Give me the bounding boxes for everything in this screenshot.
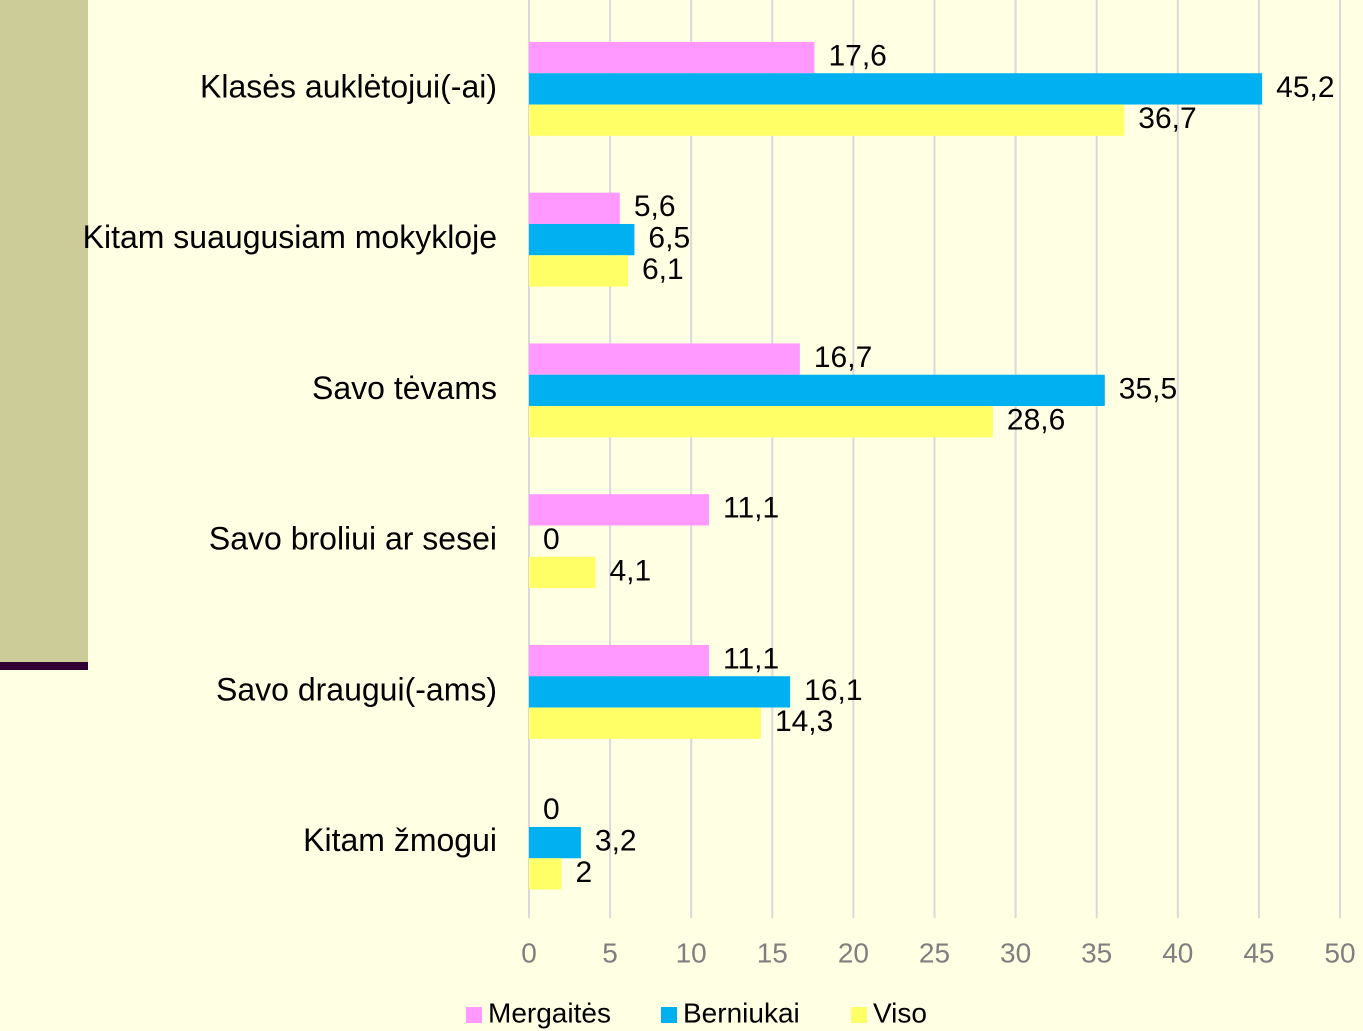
x-tick-label: 10 bbox=[676, 937, 707, 968]
bar bbox=[529, 374, 1105, 407]
data-label: 11,1 bbox=[723, 642, 779, 675]
legend-label: Viso bbox=[873, 997, 927, 1028]
bar bbox=[529, 676, 791, 708]
data-label: 35,5 bbox=[1119, 372, 1177, 405]
bar bbox=[529, 494, 710, 526]
side-strip bbox=[0, 0, 88, 662]
x-tick-label: 35 bbox=[1081, 937, 1112, 968]
legend-label: Mergaitės bbox=[488, 997, 611, 1028]
bar bbox=[529, 826, 581, 859]
y-tick-label: Kitam žmogui bbox=[303, 822, 497, 858]
data-label: 6,1 bbox=[642, 253, 684, 286]
data-label: 0 bbox=[543, 793, 560, 826]
data-label: 45,2 bbox=[1276, 71, 1334, 104]
bar bbox=[529, 255, 628, 287]
bar bbox=[529, 223, 635, 256]
bar bbox=[529, 192, 620, 224]
legend-swatch bbox=[661, 1007, 677, 1023]
x-tick-label: 0 bbox=[521, 937, 537, 968]
data-label: 5,6 bbox=[634, 190, 676, 223]
data-label: 14,3 bbox=[775, 705, 833, 738]
x-tick-label: 45 bbox=[1243, 937, 1274, 968]
bar bbox=[529, 41, 815, 74]
data-label: 16,7 bbox=[814, 341, 872, 374]
bar bbox=[529, 406, 993, 438]
legend-swatch bbox=[851, 1007, 867, 1023]
data-label: 28,6 bbox=[1007, 404, 1065, 437]
y-tick-label: Savo tėvams bbox=[312, 370, 497, 406]
x-tick-label: 20 bbox=[838, 937, 869, 968]
data-label: 17,6 bbox=[828, 39, 886, 72]
x-tick-label: 50 bbox=[1324, 937, 1355, 968]
data-label: 0 bbox=[543, 523, 560, 556]
x-tick-label: 5 bbox=[602, 937, 618, 968]
bar bbox=[529, 104, 1125, 136]
x-tick-label: 25 bbox=[919, 937, 950, 968]
x-tick-label: 40 bbox=[1162, 937, 1193, 968]
y-tick-label: Savo draugui(-ams) bbox=[216, 671, 497, 707]
x-tick-label: 15 bbox=[757, 937, 788, 968]
y-tick-label: Klasės auklėtojui(-ai) bbox=[200, 68, 497, 104]
side-strip-border bbox=[0, 662, 88, 670]
y-tick-label: Kitam suaugusiam mokykloje bbox=[83, 219, 497, 255]
data-label: 6,5 bbox=[648, 222, 690, 255]
y-tick-label: Savo broliui ar sesei bbox=[209, 521, 497, 557]
legend-swatch bbox=[466, 1007, 482, 1023]
x-tick-label: 30 bbox=[1000, 937, 1031, 968]
bar bbox=[529, 343, 800, 375]
bar bbox=[529, 73, 1263, 105]
data-label: 4,1 bbox=[610, 554, 652, 587]
data-label: 3,2 bbox=[595, 825, 637, 858]
bar bbox=[529, 707, 761, 739]
data-label: 36,7 bbox=[1138, 102, 1196, 135]
legend-label: Berniukai bbox=[683, 997, 800, 1028]
data-label: 16,1 bbox=[804, 674, 862, 707]
bar bbox=[529, 644, 710, 677]
bar bbox=[529, 556, 596, 589]
data-label: 11,1 bbox=[723, 492, 779, 525]
bar bbox=[529, 858, 562, 890]
data-label: 2 bbox=[575, 856, 592, 889]
